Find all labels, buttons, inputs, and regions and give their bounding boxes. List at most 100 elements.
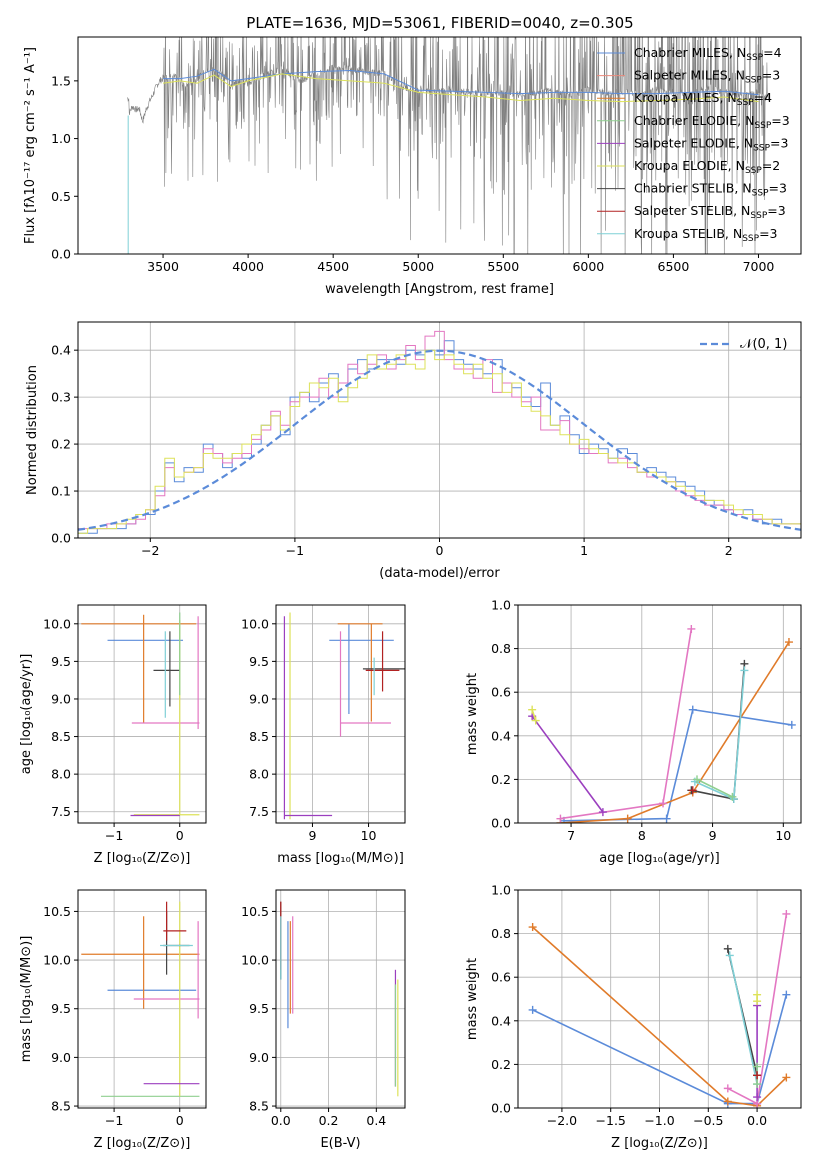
y-tick-label: 10.5 — [43, 904, 71, 919]
data-point-marker — [688, 705, 697, 714]
legend-text: Kroupa STELIB, N — [634, 226, 742, 241]
x-axis-label: mass [log₁₀(M/M⊙)] — [277, 851, 404, 866]
legend-label: Chabrier ELODIE, NSSP=3 — [634, 113, 790, 131]
legend-text: Chabrier ELODIE, N — [634, 113, 754, 128]
data-point-marker — [753, 1071, 762, 1080]
x-axis-label: (data-model)/error — [379, 566, 500, 581]
figure-title: PLATE=1636, MJD=53061, FIBERID=0040, z=0… — [246, 14, 633, 32]
legend-subscript: SSP — [754, 121, 771, 131]
x-tick-label: 5000 — [402, 259, 434, 274]
x-tick-label: 2 — [725, 543, 733, 558]
y-axis-label: Normed distribution — [25, 365, 40, 495]
y-tick-label: 0.2 — [51, 437, 71, 452]
data-point-marker — [753, 1062, 762, 1071]
x-tick-label: 10 — [775, 828, 791, 843]
chart-age_vs_Z: −1 0 7.5 8.0 8.5 9.0 9.5 10.0 Z [log₁₀(Z/Z⊙)] age… — [19, 604, 207, 866]
data-point-marker — [784, 638, 793, 647]
y-axis-label: age [log₁₀(age/yr)] — [19, 654, 34, 775]
legend-value: =3 — [771, 113, 789, 128]
data-point-marker — [528, 1005, 537, 1014]
x-tick-label: −1 — [105, 1113, 123, 1128]
legend-value: =3 — [769, 181, 787, 196]
plot-area — [518, 890, 801, 1108]
y-tick-label: 1.0 — [51, 131, 71, 146]
legend-label: Kroupa MILES, NSSP=4 — [634, 90, 772, 108]
y-tick-label: 7.5 — [51, 804, 71, 819]
x-tick-label: −1 — [105, 828, 123, 843]
legend-subscript: SSP — [742, 234, 759, 244]
chart-age_vs_mass: 9 10 7.5 8.0 8.5 9.0 9.5 10.0 mass [log₁₀(M/M⊙)] — [241, 604, 406, 866]
y-tick-label: 9.5 — [249, 1001, 269, 1016]
legend-label: Salpeter ELODIE, NSSP=3 — [634, 135, 788, 153]
x-tick-label: 9 — [709, 828, 717, 843]
plot-area — [78, 890, 206, 1108]
y-tick-label: 8.5 — [51, 1099, 71, 1114]
y-axis-label: mass [log₁₀(M/M⊙)] — [19, 936, 34, 1063]
legend-subscript: SSP — [750, 211, 767, 221]
y-tick-label: 9.5 — [51, 654, 71, 669]
x-tick-label: 0.0 — [747, 1113, 767, 1128]
y-tick-label: 8.0 — [249, 767, 269, 782]
histogram-step — [78, 349, 801, 534]
y-tick-label: 0.2 — [491, 1057, 511, 1072]
data-point-marker — [782, 909, 791, 918]
legend-label: Kroupa ELODIE, NSSP=2 — [634, 158, 780, 176]
legend-subscript: SSP — [745, 166, 762, 176]
data-point-marker — [740, 666, 749, 675]
data-point-marker — [782, 990, 791, 999]
axes-frame — [77, 36, 802, 255]
y-tick-label: 7.5 — [249, 804, 269, 819]
x-tick-label: 7 — [567, 828, 575, 843]
data-point-marker — [782, 1073, 791, 1082]
x-tick-label: 0 — [176, 828, 184, 843]
y-tick-label: 8.5 — [51, 729, 71, 744]
y-tick-label: 9.0 — [249, 691, 269, 706]
x-tick-label: 5500 — [487, 259, 519, 274]
series-line — [560, 628, 693, 820]
legend-value: =4 — [754, 90, 772, 105]
series-line — [532, 926, 787, 1107]
x-tick-label: 4000 — [232, 259, 264, 274]
legend-label: Salpeter STELIB, NSSP=3 — [634, 203, 786, 221]
series-line — [563, 708, 792, 822]
y-tick-label: 0.0 — [491, 816, 511, 831]
x-axis-label: age [log₁₀(age/yr)] — [599, 851, 720, 866]
axes-frame — [77, 604, 207, 824]
y-tick-label: 0.5 — [51, 189, 71, 204]
y-tick-label: 0.0 — [491, 1101, 511, 1116]
data-point-marker — [723, 1097, 732, 1106]
x-tick-label: 0.0 — [271, 1113, 291, 1128]
x-axis-label: E(B-V) — [320, 1136, 360, 1151]
legend-value: =2 — [762, 158, 780, 173]
x-tick-label: 8 — [638, 828, 646, 843]
y-axis-label: mass weight — [465, 958, 480, 1040]
y-tick-label: 1.0 — [491, 883, 511, 898]
x-tick-label: 0 — [436, 543, 444, 558]
y-tick-label: 9.0 — [51, 1050, 71, 1065]
spectrum-model-line — [163, 73, 759, 103]
x-tick-label: −2.0 — [547, 1113, 577, 1128]
legend-subscript: SSP — [746, 53, 763, 63]
plot-area — [276, 890, 405, 1108]
plot-area — [78, 322, 801, 538]
y-tick-label: 10.0 — [241, 616, 269, 631]
axes-frame — [275, 604, 406, 824]
x-tick-label: 0.2 — [319, 1113, 339, 1128]
y-tick-label: 0.3 — [51, 390, 71, 405]
spectrum-data-line — [127, 37, 769, 254]
x-tick-label: 9 — [308, 828, 316, 843]
legend-subscript: SSP — [753, 143, 770, 153]
axes-frame — [77, 889, 207, 1109]
data-point-marker — [688, 786, 697, 795]
y-axis-label: Flux [fλ10⁻¹⁷ erg cm⁻² s⁻¹ A⁻¹] — [23, 47, 38, 244]
y-tick-label: 0.6 — [491, 685, 511, 700]
x-tick-label: 0.4 — [366, 1113, 386, 1128]
legend-text: Kroupa ELODIE, N — [634, 158, 745, 173]
x-tick-label: 6500 — [658, 259, 690, 274]
y-tick-label: 9.5 — [249, 654, 269, 669]
legend-value: =3 — [767, 203, 785, 218]
axes-frame — [517, 604, 802, 824]
legend-text: Chabrier STELIB, N — [634, 181, 752, 196]
